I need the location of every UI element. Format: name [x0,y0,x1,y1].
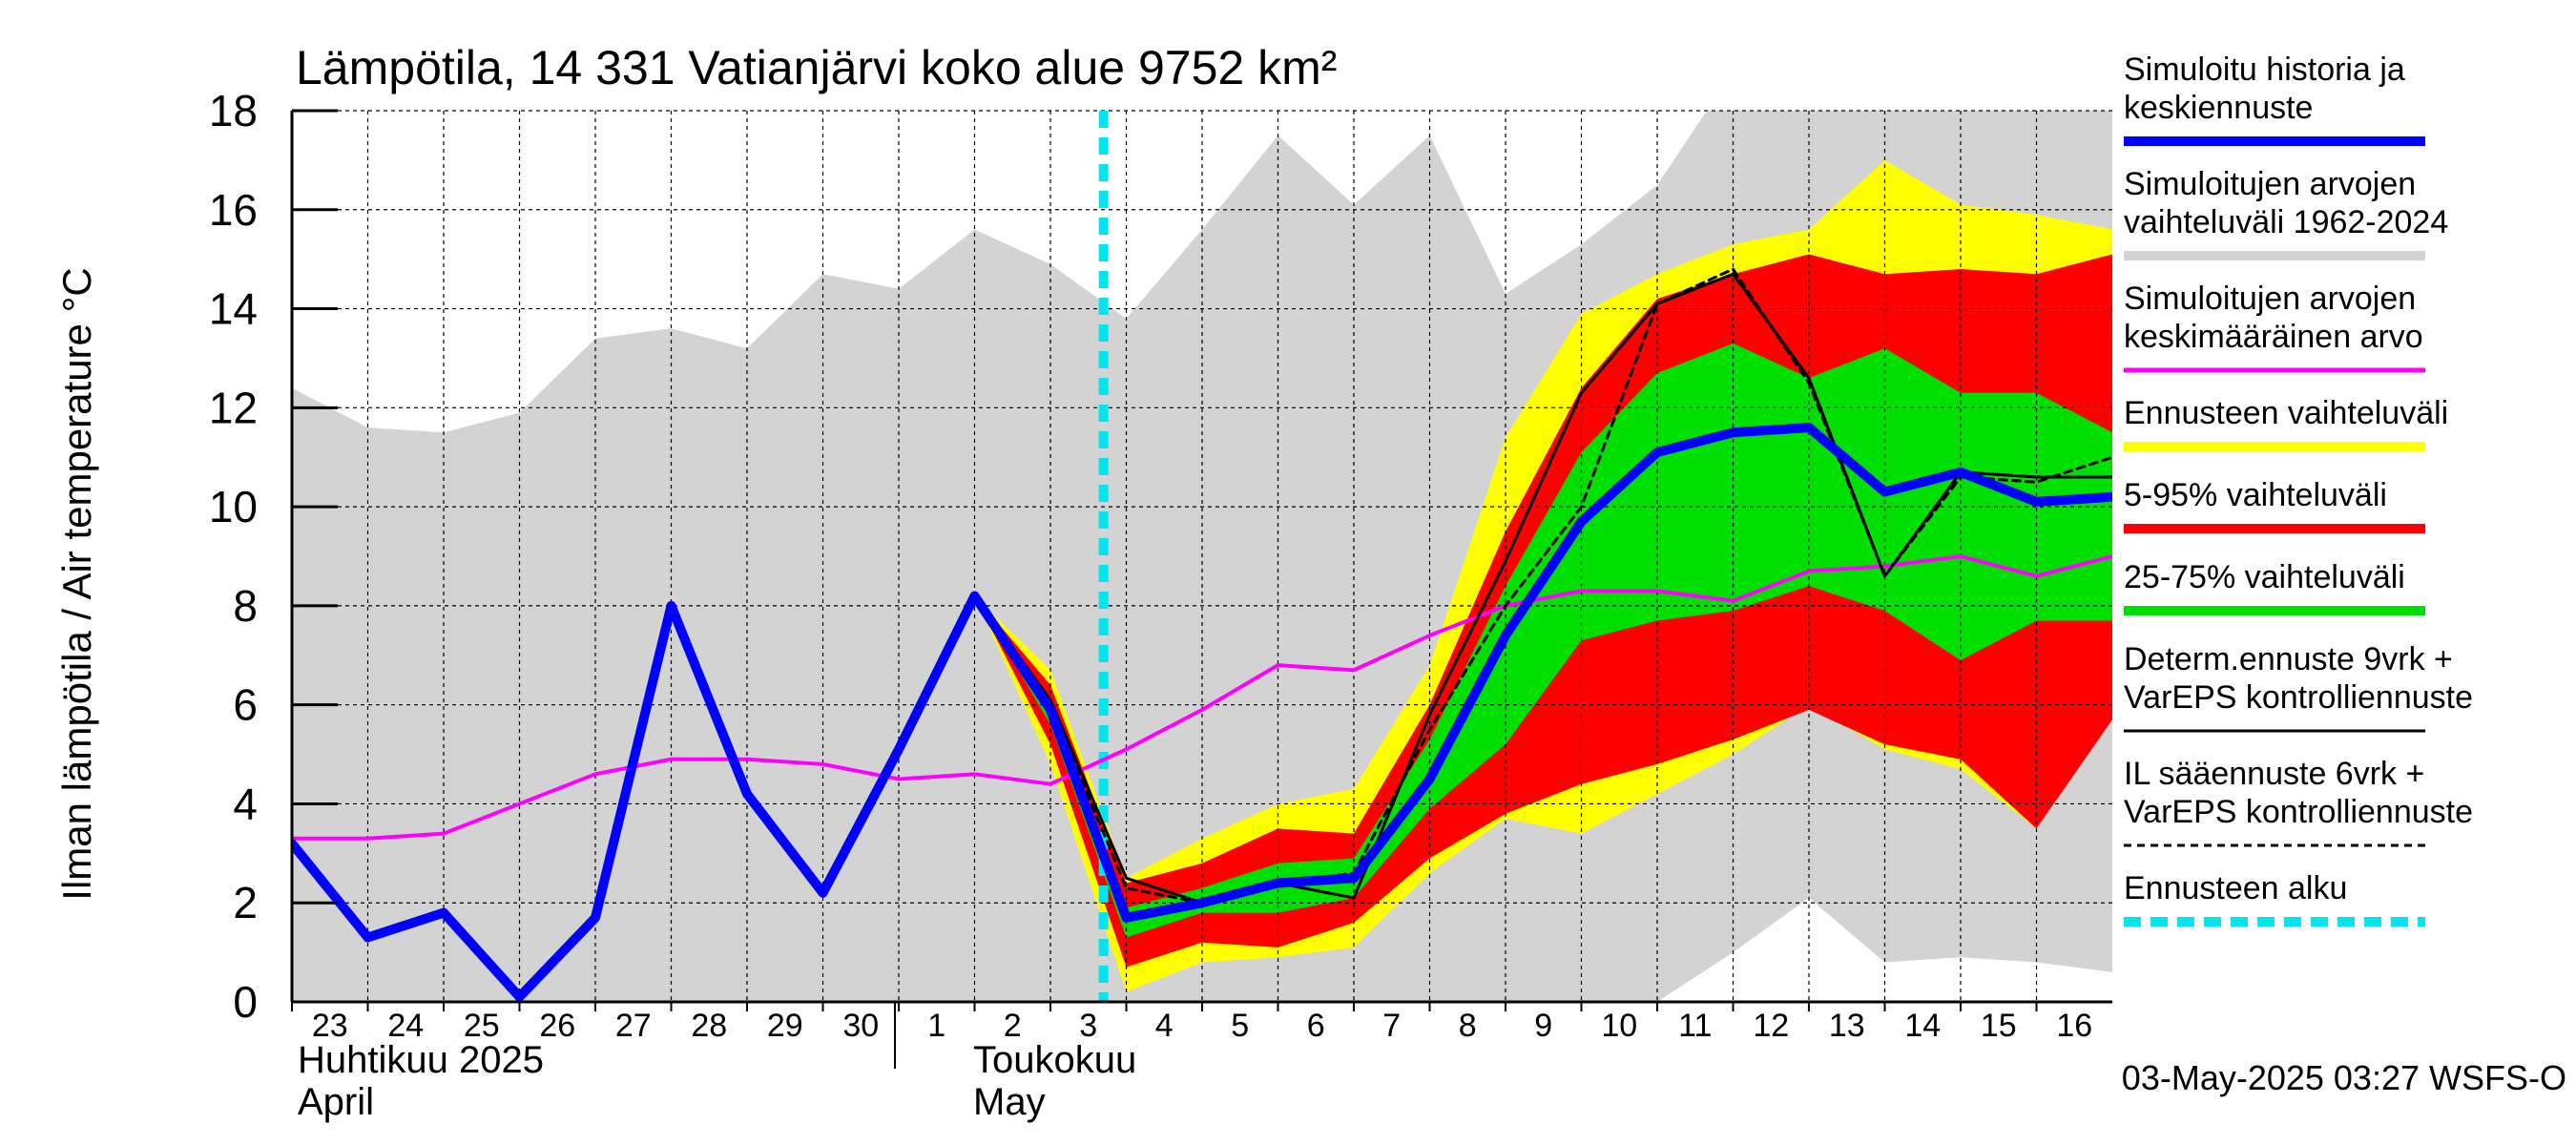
x-tick-label-30: 30 [842,1008,879,1044]
x-tick-label-8: 8 [1459,1008,1477,1044]
legend-text-6-0: Determ.ennuste 9vrk + [2124,641,2453,677]
legend-text-2-1: keskimääräinen arvo [2124,319,2423,355]
x-tick-label-4: 4 [1155,1008,1174,1044]
y-tick-label-10: 10 [209,482,258,531]
x-tick-label-14: 14 [1904,1008,1941,1044]
legend-text-1-1: vaihteluväli 1962-2024 [2124,204,2448,240]
y-tick-label-14: 14 [209,284,258,334]
x-tick-label-10: 10 [1601,1008,1637,1044]
legend-text-1-0: Simuloitujen arvojen [2124,166,2416,202]
month-label-may-fi: Toukokuu [973,1039,1136,1081]
legend-text-4-0: 5-95% vaihteluväli [2124,477,2387,513]
x-tick-label-7: 7 [1382,1008,1401,1044]
y-tick-label-4: 4 [233,779,258,828]
footer-timestamp: 03-May-2025 03:27 WSFS-O [2122,1058,2566,1097]
y-tick-label-18: 18 [209,86,258,135]
month-label-may-en: May [973,1081,1046,1123]
x-tick-label-25: 25 [464,1008,500,1044]
x-tick-label-28: 28 [691,1008,727,1044]
legend-text-3-0: Ennusteen vaihteluväli [2124,395,2448,431]
y-tick-label-8: 8 [233,581,258,631]
legend-text-8-0: Ennusteen alku [2124,870,2347,906]
series-simuloitu-historia-ja-keskiennuste [292,423,2112,1002]
x-tick-label-24: 24 [387,1008,424,1044]
legend-text-7-0: IL sääennuste 6vrk + [2124,756,2424,792]
legend-text-7-1: VarEPS kontrolliennuste [2124,794,2473,830]
y-tick-label-12: 12 [209,383,258,432]
legend-text-2-0: Simuloitujen arvojen [2124,281,2416,317]
x-tick-label-23: 23 [312,1008,348,1044]
legend-text-0-1: keskiennuste [2124,90,2313,126]
legend-text-5-0: 25-75% vaihteluväli [2124,559,2405,595]
x-tick-label-16: 16 [2056,1008,2092,1044]
x-tick-label-13: 13 [1829,1008,1865,1044]
x-tick-label-5: 5 [1231,1008,1249,1044]
legend-text-6-1: VarEPS kontrolliennuste [2124,679,2473,716]
series-il-s-ennuste-6vrk-vareps-kontrolliennuste [973,267,2112,905]
x-tick-label-15: 15 [1981,1008,2017,1044]
y-axis-label: Ilman lämpötila / Air temperature °C [54,267,99,900]
x-tick-label-1: 1 [927,1008,945,1044]
x-tick-label-9: 9 [1534,1008,1552,1044]
x-tick-label-26: 26 [539,1008,575,1044]
series-determ-ennuste-9vrk-vareps-kontrolliennuste [973,272,2112,905]
legend-text-0-0: Simuloitu historia ja [2124,52,2405,88]
grid-lines [292,110,2112,1002]
chart-title: Lämpötila, 14 331 Vatianjärvi koko alue … [296,41,1337,94]
x-tick-label-12: 12 [1753,1008,1789,1044]
month-label-april-fi: Huhtikuu 2025 [298,1039,544,1081]
y-tick-label-16: 16 [209,185,258,235]
y-tick-label-0: 0 [233,977,258,1027]
series-lines [292,111,2112,1002]
x-tick-label-3: 3 [1079,1008,1097,1044]
y-tick-label-2: 2 [233,878,258,927]
x-tick-label-11: 11 [1678,1008,1712,1044]
series-simuloitujen-arvojen-keskim-r-inen-arvo [292,554,2112,841]
month-label-april-en: April [298,1081,374,1123]
x-tick-label-29: 29 [767,1008,803,1044]
y-tick-label-6: 6 [233,680,258,730]
x-tick-label-6: 6 [1307,1008,1325,1044]
x-tick-label-2: 2 [1004,1008,1022,1044]
band-25-75-vaihteluv-li [974,343,2112,938]
x-tick-label-27: 27 [615,1008,652,1044]
